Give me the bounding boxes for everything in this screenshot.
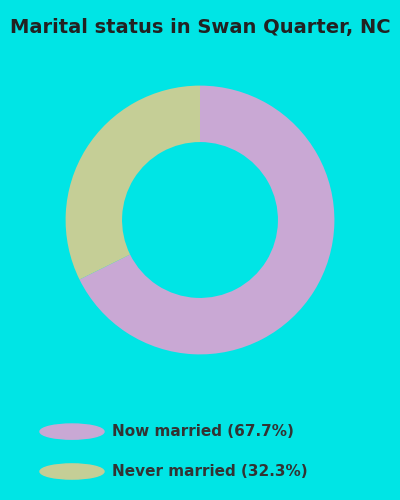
Text: Never married (32.3%): Never married (32.3%) bbox=[112, 464, 308, 479]
Text: Now married (67.7%): Now married (67.7%) bbox=[112, 424, 294, 439]
Text: Marital status in Swan Quarter, NC: Marital status in Swan Quarter, NC bbox=[10, 18, 390, 36]
Circle shape bbox=[40, 424, 104, 439]
Circle shape bbox=[40, 464, 104, 479]
Wedge shape bbox=[66, 86, 200, 280]
Wedge shape bbox=[80, 86, 334, 354]
